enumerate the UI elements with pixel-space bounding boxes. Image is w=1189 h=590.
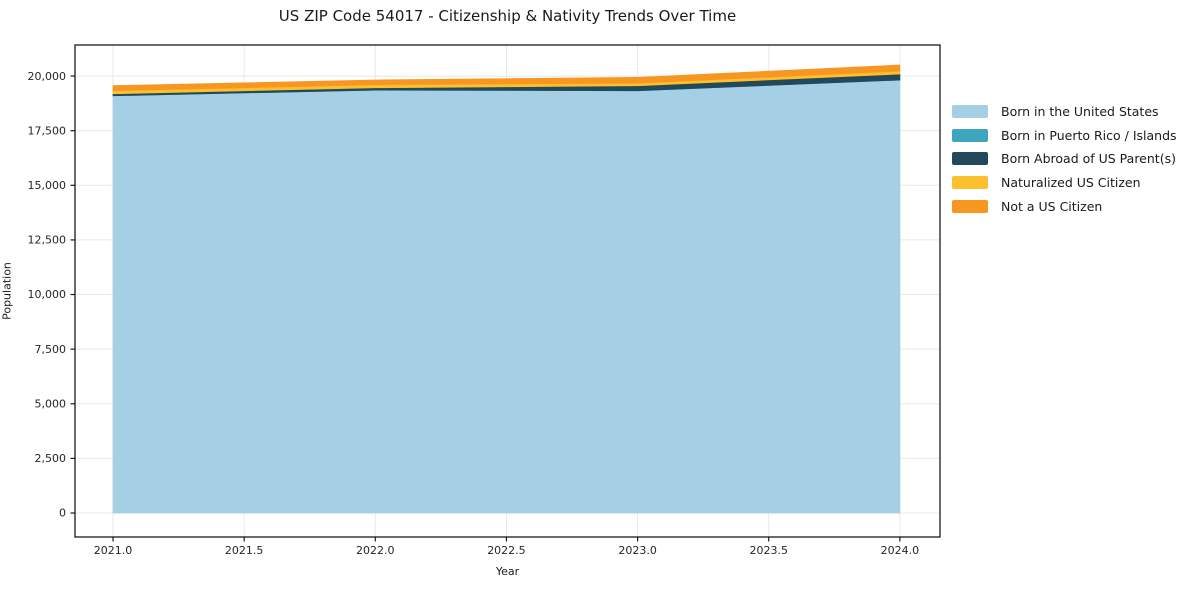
legend: Born in the United States Born in Puerto … xyxy=(952,100,1177,218)
legend-swatch xyxy=(952,105,988,119)
x-tick-label: 2022.5 xyxy=(487,544,526,557)
legend-swatch xyxy=(952,128,988,142)
x-tick-label: 2022.0 xyxy=(356,544,395,557)
y-tick-label: 0 xyxy=(59,507,66,520)
x-axis-label: Year xyxy=(495,565,520,578)
legend-item: Not a US Citizen xyxy=(952,194,1177,218)
legend-label: Born in Puerto Rico / Islands xyxy=(1001,127,1177,143)
y-tick-label: 20,000 xyxy=(28,70,67,83)
y-tick-label: 17,500 xyxy=(28,124,67,137)
area-series xyxy=(112,79,901,514)
legend-item: Born in the United States xyxy=(952,100,1177,124)
legend-label: Born Abroad of US Parent(s) xyxy=(1001,151,1176,167)
y-tick-label: 12,500 xyxy=(28,234,67,247)
y-tick-label: 10,000 xyxy=(28,288,67,301)
y-tick-label: 2,500 xyxy=(35,452,67,465)
legend-swatch xyxy=(952,152,988,166)
legend-swatch xyxy=(952,176,988,190)
x-tick-label: 2023.5 xyxy=(749,544,788,557)
legend-swatch xyxy=(952,199,988,213)
x-tick-label: 2021.5 xyxy=(225,544,264,557)
area-series xyxy=(112,64,901,92)
x-tick-label: 2023.0 xyxy=(618,544,657,557)
legend-label: Not a US Citizen xyxy=(1001,198,1103,214)
legend-label: Naturalized US Citizen xyxy=(1001,175,1141,191)
y-tick-label: 15,000 xyxy=(28,179,67,192)
legend-item: Born Abroad of US Parent(s) xyxy=(952,147,1177,171)
y-tick-label: 5,000 xyxy=(35,397,67,410)
y-axis-label: Population xyxy=(0,262,14,320)
plot-border xyxy=(74,44,941,538)
x-tick-label: 2021.0 xyxy=(94,544,133,557)
chart-title: US ZIP Code 54017 - Citizenship & Nativi… xyxy=(278,7,737,25)
legend-item: Born in Puerto Rico / Islands xyxy=(952,124,1177,148)
x-tick-label: 2024.0 xyxy=(881,544,920,557)
legend-item: Naturalized US Citizen xyxy=(952,171,1177,195)
legend-label: Born in the United States xyxy=(1001,104,1159,120)
y-tick-label: 7,500 xyxy=(35,343,67,356)
